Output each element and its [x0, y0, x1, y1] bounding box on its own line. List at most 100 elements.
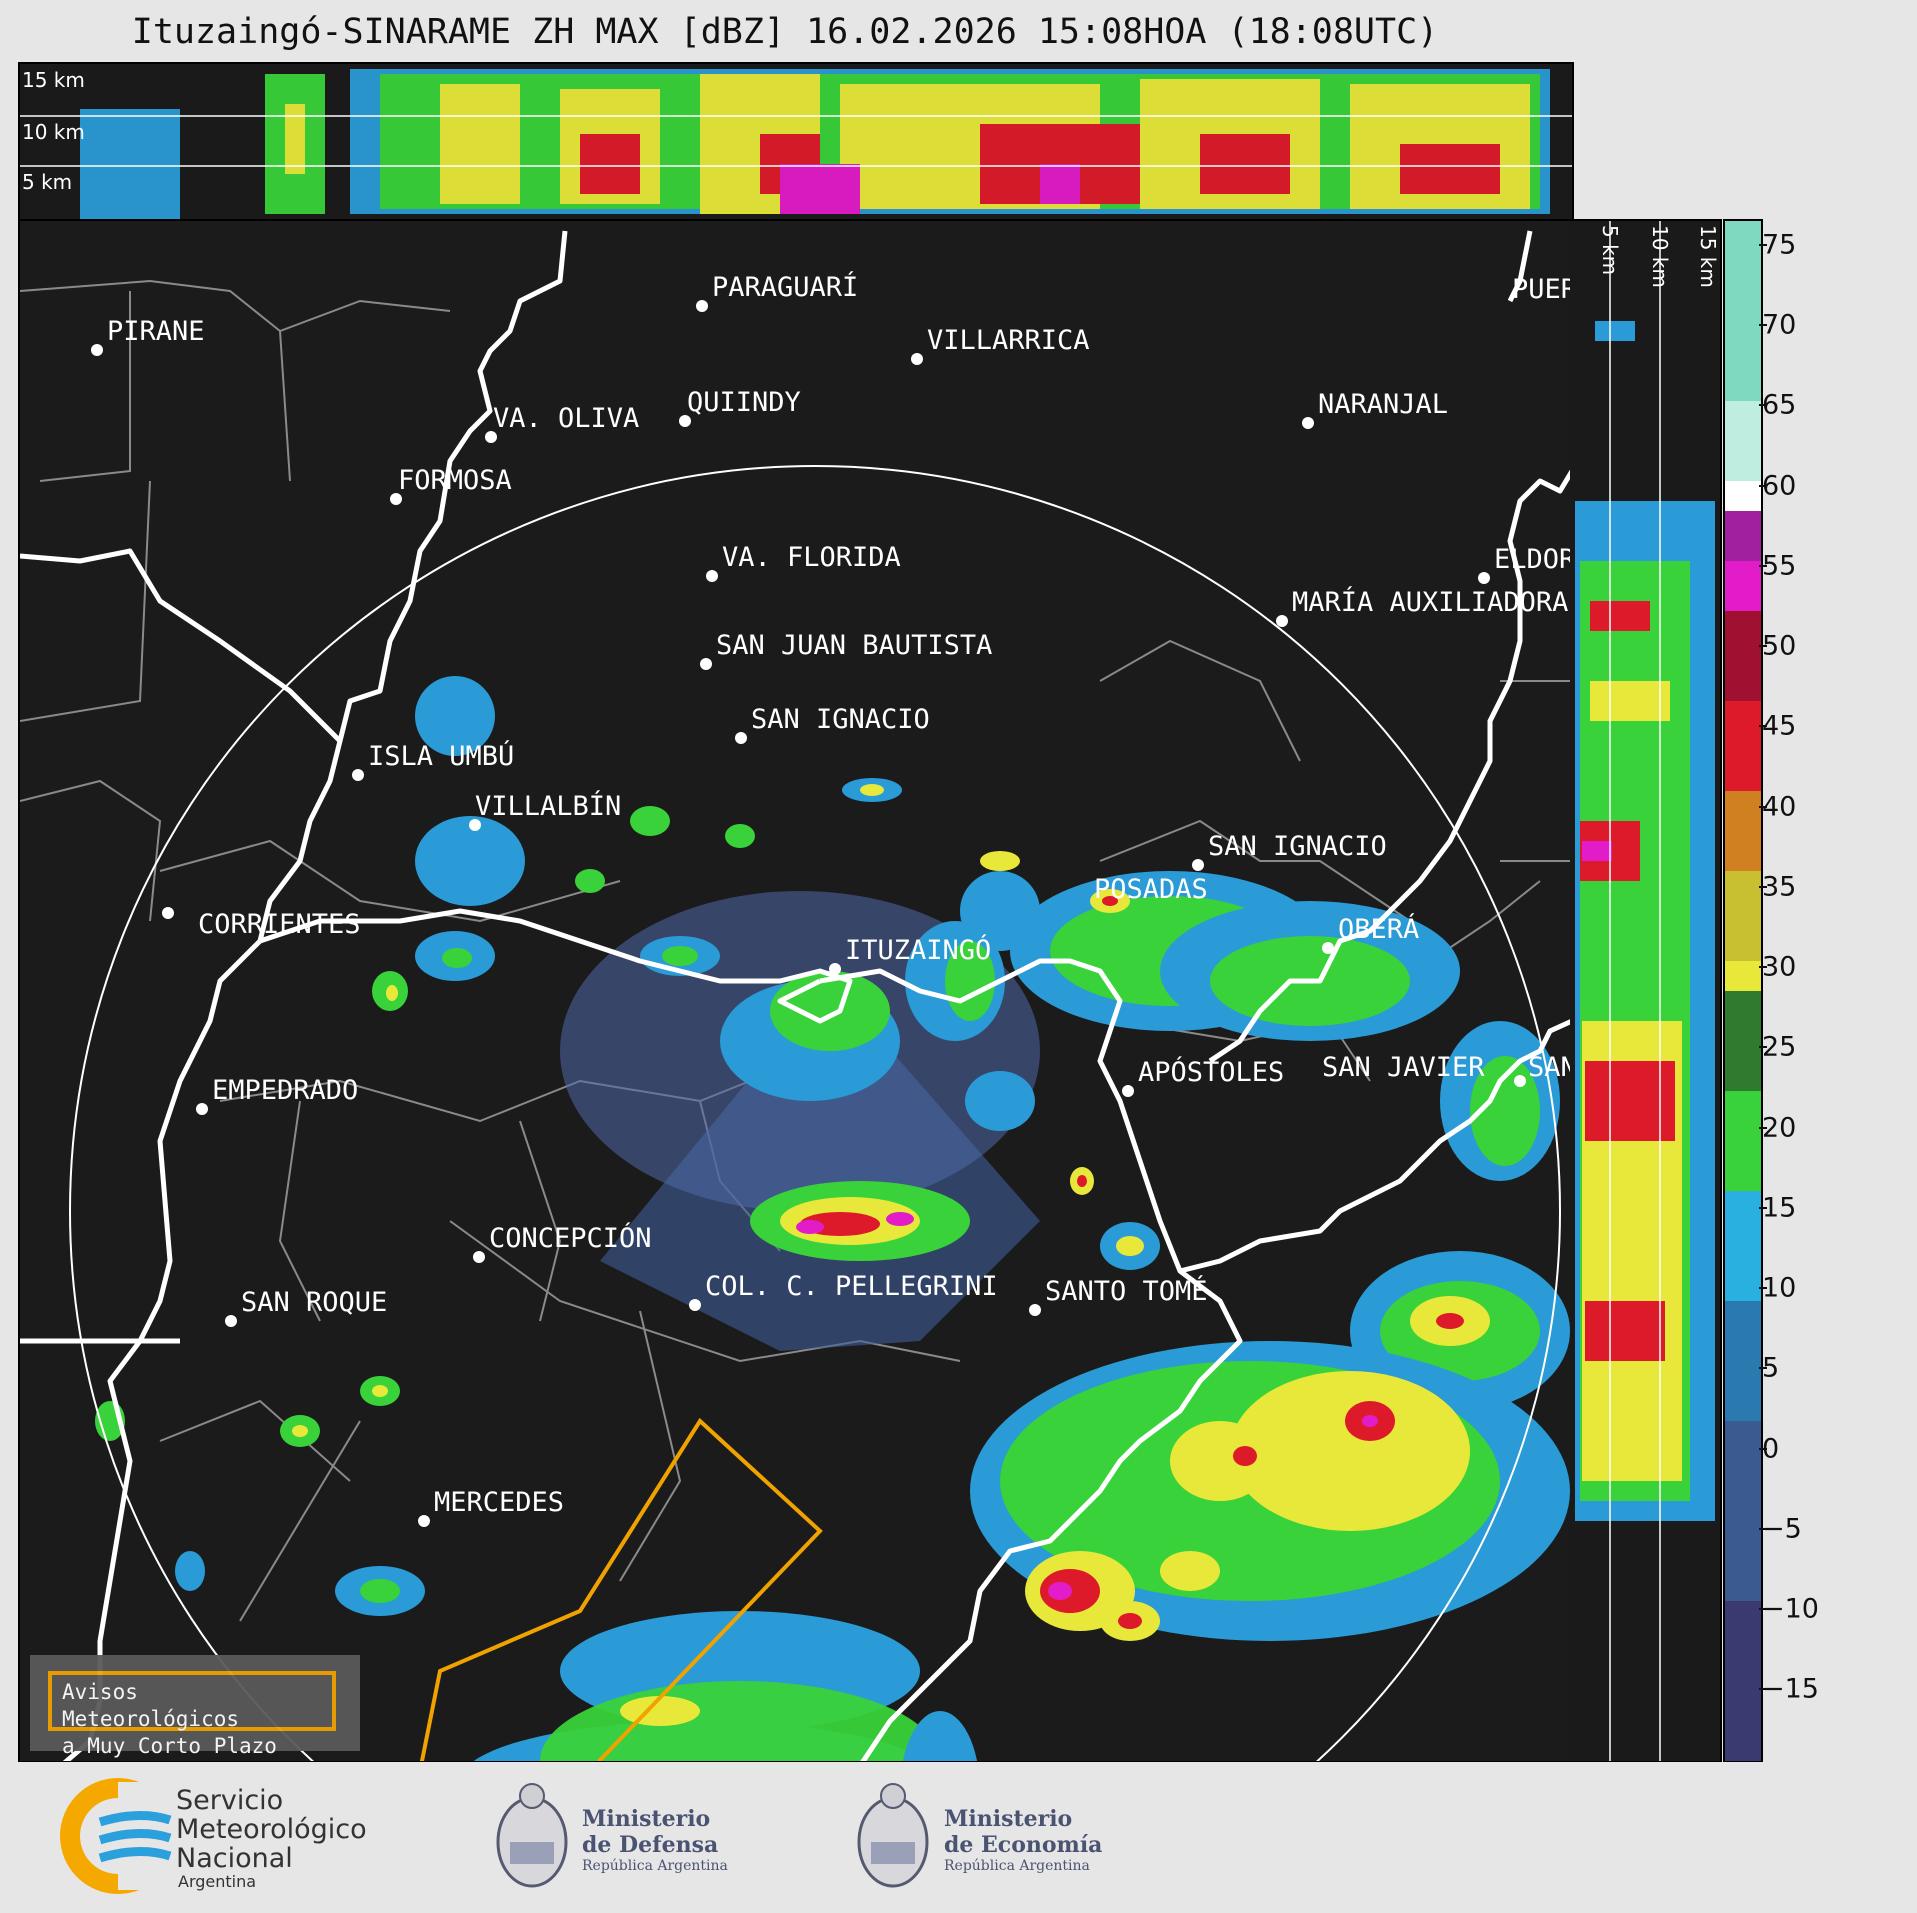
tick-mark: [1759, 404, 1767, 406]
city-label-empedrado: EMPEDRADO: [212, 1075, 358, 1106]
city-label-concepcion: CONCEPCIÓN: [489, 1222, 652, 1254]
city-label-paraguari: PARAGUARÍ: [712, 271, 858, 303]
city-label-quiindy: QUIINDY: [687, 387, 801, 418]
colorbar-tick-0: 0: [1762, 1433, 1780, 1465]
colorbar-tick-70: 70: [1762, 309, 1797, 341]
city-label-maria-auxiliadora: MARÍA AUXILIADORA: [1292, 586, 1568, 618]
tick-mark: [1759, 485, 1767, 487]
side-label-15km: 15 km: [1696, 225, 1720, 288]
city-label-san: SAN: [1528, 1052, 1572, 1083]
footer-logos: [60, 1778, 929, 1894]
tick-mark: [1759, 886, 1767, 888]
top-echo-image: [20, 69, 1572, 219]
city-label-posadas: POSADAS: [1094, 874, 1208, 905]
tick-mark: [1759, 1046, 1767, 1048]
city-label-pirane: PIRANE: [107, 316, 205, 347]
map-canvas: PIRANE PARAGUARÍ VILLARRICA VA. OLIVA QU…: [20, 230, 1572, 1761]
smn-line4: Argentina: [178, 1872, 257, 1891]
economia-line1: Ministerio: [944, 1806, 1073, 1832]
colorbar-tick-minus5: −5: [1762, 1513, 1802, 1545]
tick-mark: [1759, 1688, 1767, 1690]
warning-polygon: [419, 1417, 823, 1761]
city-label-santo-tome: SANTO TOMÉ: [1045, 1275, 1208, 1307]
defensa-line3: República Argentina: [582, 1858, 728, 1874]
economia-line2: de Economía: [944, 1832, 1103, 1858]
city-label-va-oliva: VA. OLIVA: [493, 403, 639, 434]
side-label-10km: 10 km: [1648, 225, 1672, 288]
tick-mark: [1759, 1367, 1767, 1369]
radar-map[interactable]: PIRANE PARAGUARÍ VILLARRICA VA. OLIVA QU…: [18, 219, 1574, 1763]
smn-line1: Servicio: [176, 1785, 284, 1816]
city-label-naranjal: NARANJAL: [1318, 389, 1448, 420]
tick-mark: [1759, 1448, 1767, 1450]
city-label-obera: OBERÁ: [1338, 913, 1419, 945]
colorbar-tick-60: 60: [1762, 470, 1797, 502]
smn-logo-text: Servicio Meteorológico Nacional Argentin…: [176, 1786, 367, 1891]
city-label-corrientes: CORRIENTES: [198, 909, 361, 940]
tick-mark: [1759, 244, 1767, 246]
tick-mark: [1759, 1528, 1767, 1530]
defensa-line2: de Defensa: [582, 1832, 719, 1858]
colorbar-tick-25: 25: [1762, 1031, 1797, 1063]
city-label-villarrica: VILLARRICA: [927, 325, 1090, 356]
footer: Servicio Meteorológico Nacional Argentin…: [0, 1762, 1917, 1909]
colorbar-tick-65: 65: [1762, 389, 1797, 421]
side-echo-image: [1575, 221, 1715, 1761]
city-label-san-juan-bautista: SAN JUAN BAUTISTA: [716, 630, 992, 661]
tick-mark: [1759, 966, 1767, 968]
city-label-apostoles: APÓSTOLES: [1138, 1056, 1284, 1088]
smn-logo-icon: [60, 1778, 188, 1894]
defensa-logo-text: Ministerio de Defensa República Argentin…: [582, 1806, 728, 1874]
warning-legend-frame: Avisos Meteorológicos a Muy Corto Plazo: [48, 1671, 336, 1758]
city-labels: PIRANE PARAGUARÍ VILLARRICA VA. OLIVA QU…: [107, 271, 1572, 1518]
city-label-mercedes: MERCEDES: [434, 1487, 564, 1518]
colorbar-gradient: [1725, 221, 1761, 1761]
height-label-15km: 15 km: [22, 68, 85, 92]
range-ring: [69, 465, 1561, 1761]
colorbar-tick-10: 10: [1762, 1272, 1797, 1304]
tick-mark: [1759, 806, 1767, 808]
rivers-borders: [20, 230, 1572, 1761]
colorbar-tick-5: 5: [1762, 1352, 1780, 1384]
colorbar-tick-75: 75: [1762, 229, 1797, 261]
colorbar-tick-20: 20: [1762, 1112, 1797, 1144]
colorbar-tick-minus10: −10: [1762, 1593, 1819, 1625]
side-label-5km: 5 km: [1598, 225, 1622, 276]
tick-mark: [1759, 1207, 1767, 1209]
city-markers: [91, 300, 1526, 1527]
city-label-san-ignacio-py: SAN IGNACIO: [751, 704, 930, 735]
defensa-line1: Ministerio: [582, 1806, 711, 1832]
warning-legend: Avisos Meteorológicos a Muy Corto Plazo: [30, 1655, 360, 1758]
warning-legend-line2: a Muy Corto Plazo: [62, 1734, 277, 1758]
city-label-san-ignacio-ar: SAN IGNACIO: [1208, 831, 1387, 862]
city-label-puerto: PUERTO: [1512, 274, 1572, 305]
colorbar-tick-40: 40: [1762, 791, 1797, 823]
city-label-col-pellegrini: COL. C. PELLEGRINI: [705, 1271, 998, 1302]
warning-legend-line1: Avisos Meteorológicos: [62, 1680, 240, 1731]
colorbar-tick-minus15: −15: [1762, 1673, 1819, 1705]
defensa-shield-icon: [496, 1783, 568, 1888]
economia-logo-text: Ministerio de Economía República Argenti…: [944, 1806, 1102, 1874]
city-label-villalbin: VILLALBÍN: [475, 790, 621, 822]
colorbar-tick-55: 55: [1762, 550, 1797, 582]
side-height-section: 5 km 10 km 15 km: [1570, 219, 1722, 1763]
city-label-isla-umbu: ISLA UMBÚ: [368, 740, 514, 772]
economia-shield-icon: [857, 1783, 929, 1888]
height-label-5km: 5 km: [22, 170, 73, 194]
smn-line2: Meteorológico: [176, 1814, 367, 1845]
top-height-section: 15 km 10 km 5 km: [18, 62, 1574, 223]
colorbar-tick-15: 15: [1762, 1192, 1797, 1224]
tick-mark: [1759, 1608, 1767, 1610]
city-label-ituzaingo: ITUZAINGÓ: [845, 934, 991, 966]
chart-title: Ituzaingó-SINARAME ZH MAX [dBZ] 16.02.20…: [131, 12, 1439, 52]
economia-line3: República Argentina: [944, 1858, 1090, 1874]
tick-mark: [1759, 565, 1767, 567]
city-label-san-javier: SAN JAVIER: [1322, 1052, 1485, 1083]
city-label-va-florida: VA. FLORIDA: [722, 542, 901, 573]
city-label-formosa: FORMOSA: [398, 465, 512, 496]
city-label-eldorado: ELDORADO: [1494, 544, 1572, 575]
height-label-10km: 10 km: [22, 120, 85, 144]
tick-mark: [1759, 645, 1767, 647]
colorbar: [1723, 219, 1763, 1763]
city-label-san-roque: SAN ROQUE: [241, 1287, 387, 1318]
